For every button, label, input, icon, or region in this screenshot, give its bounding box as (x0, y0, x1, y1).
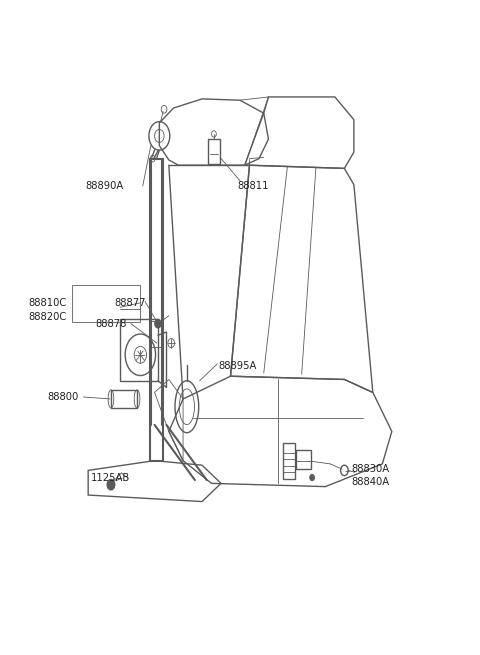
Bar (111, 390, 137, 408)
Bar (72, 285, 140, 322)
Text: 1125AB: 1125AB (91, 473, 130, 483)
Text: 88877: 88877 (114, 298, 146, 308)
Bar (151, 321, 161, 347)
Bar (283, 443, 295, 479)
Text: 88820C: 88820C (29, 312, 67, 322)
Text: 88800: 88800 (48, 392, 79, 402)
Circle shape (107, 479, 115, 490)
Text: 88895A: 88895A (219, 362, 257, 371)
Bar (120, 319, 158, 381)
Circle shape (310, 474, 314, 481)
Text: 88810C: 88810C (29, 298, 67, 308)
Bar (296, 449, 311, 469)
Text: 88840A: 88840A (351, 477, 390, 487)
Text: 88890A: 88890A (86, 181, 124, 191)
Text: 88878: 88878 (96, 319, 127, 329)
Text: 88811: 88811 (238, 181, 269, 191)
Text: 88830A: 88830A (351, 464, 390, 474)
Bar (208, 139, 219, 164)
Circle shape (155, 319, 161, 328)
